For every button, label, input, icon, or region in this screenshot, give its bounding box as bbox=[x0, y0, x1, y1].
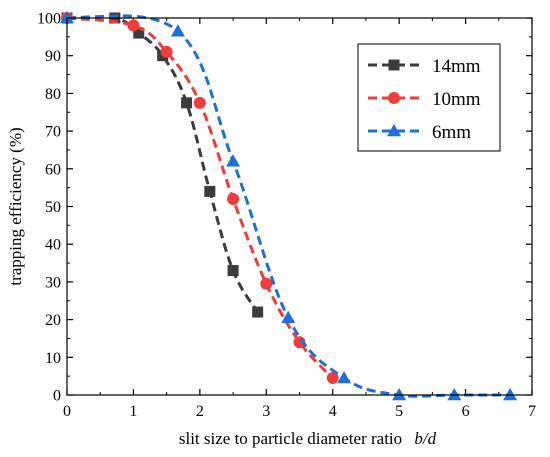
y-tick-label: 90 bbox=[45, 48, 61, 65]
data-point bbox=[226, 154, 241, 167]
legend-item: 14mm bbox=[368, 56, 481, 77]
y-tick-label: 20 bbox=[45, 312, 61, 329]
data-point bbox=[60, 11, 74, 24]
x-axis-label-text: slit size to particle diameter ratio bbox=[179, 429, 402, 448]
data-point bbox=[227, 265, 239, 277]
y-tick-label: 60 bbox=[45, 161, 61, 178]
data-point bbox=[133, 27, 145, 39]
legend-label: 6mm bbox=[432, 122, 471, 143]
data-point bbox=[260, 277, 273, 290]
data-point bbox=[227, 192, 240, 205]
legend-label: 10mm bbox=[432, 89, 481, 110]
y-tick-label: 80 bbox=[45, 86, 61, 103]
data-point bbox=[392, 388, 407, 401]
data-point bbox=[160, 45, 173, 58]
x-tick-label: 4 bbox=[329, 403, 337, 420]
y-tick-label: 40 bbox=[45, 237, 61, 254]
x-tick-label: 2 bbox=[196, 403, 204, 420]
data-point bbox=[326, 372, 339, 385]
series-layer bbox=[60, 11, 518, 401]
x-tick-label: 3 bbox=[262, 403, 270, 420]
data-point bbox=[193, 96, 206, 109]
legend-label: 14mm bbox=[432, 56, 481, 77]
series-line bbox=[66, 16, 334, 380]
x-tick-label: 7 bbox=[528, 403, 536, 420]
legend-marker bbox=[387, 124, 401, 137]
data-point bbox=[337, 371, 352, 384]
data-point bbox=[281, 310, 296, 323]
legend: 14mm 10mm 6mm bbox=[357, 43, 501, 152]
data-point bbox=[127, 19, 140, 32]
series-6mm bbox=[60, 11, 518, 401]
x-tick-label: 5 bbox=[395, 403, 403, 420]
legend-marker bbox=[388, 59, 400, 71]
data-point bbox=[181, 97, 193, 109]
x-axis-label: slit size to particle diameter ratio b/d bbox=[179, 429, 437, 448]
y-tick-label: 0 bbox=[53, 388, 61, 405]
x-tick-label: 1 bbox=[129, 403, 137, 420]
data-point bbox=[447, 388, 462, 401]
y-tick-label: 10 bbox=[45, 350, 61, 367]
data-point bbox=[170, 24, 185, 37]
x-tick-label: 0 bbox=[63, 403, 71, 420]
x-tick-label: 6 bbox=[462, 403, 470, 420]
data-point bbox=[252, 306, 264, 318]
series-line bbox=[66, 15, 259, 313]
y-tick-label: 50 bbox=[45, 199, 61, 216]
data-point bbox=[503, 388, 518, 401]
legend-item: 10mm bbox=[368, 89, 481, 110]
legend-marker bbox=[388, 92, 400, 104]
y-tick-label: 70 bbox=[45, 124, 61, 141]
data-point bbox=[204, 185, 216, 197]
x-axis-label-ratio: b/d bbox=[414, 429, 436, 448]
legend-item: 6mm bbox=[368, 122, 471, 143]
plot-frame bbox=[66, 17, 533, 396]
series-10mm bbox=[61, 12, 339, 385]
y-tick-label: 100 bbox=[37, 11, 61, 28]
y-tick-label: 30 bbox=[45, 274, 61, 291]
y-axis-label: trapping efficiency (%) bbox=[6, 127, 25, 285]
legend-box bbox=[357, 43, 501, 152]
